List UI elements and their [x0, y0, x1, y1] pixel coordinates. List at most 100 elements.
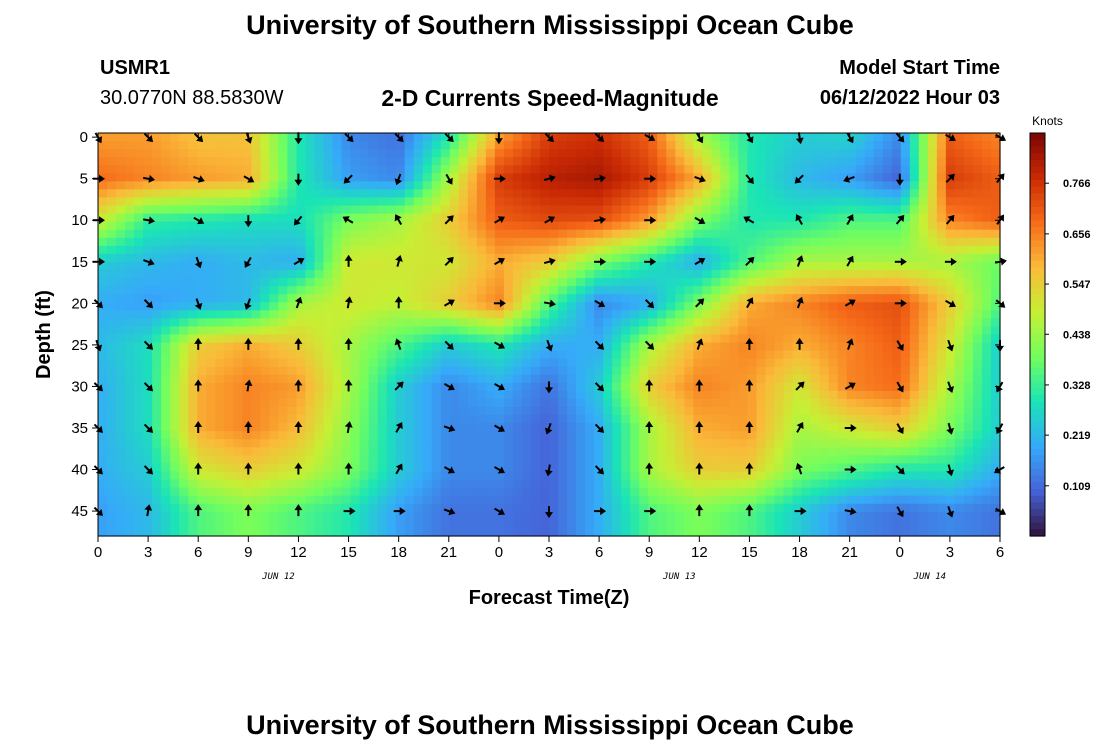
heatmap-cell [368, 407, 379, 416]
heatmap-cell [963, 237, 974, 247]
heatmap-cell [990, 503, 1001, 513]
heatmap-cell [350, 302, 361, 311]
heatmap-cell [927, 326, 938, 336]
heatmap-cell [621, 229, 631, 239]
heatmap-cell [702, 334, 712, 344]
heatmap-cell [792, 519, 803, 529]
heatmap-cell [314, 423, 325, 432]
heatmap-cell [810, 366, 821, 376]
heatmap-cell [377, 366, 388, 376]
heatmap-cell [576, 334, 586, 344]
heatmap-cell [413, 527, 424, 537]
heatmap-cell [170, 261, 180, 271]
heatmap-cell [972, 366, 983, 376]
heatmap-cell [458, 157, 469, 166]
heatmap-cell [530, 141, 541, 150]
heatmap-cell [549, 439, 559, 448]
heatmap-cell [900, 141, 911, 150]
heatmap-cell [395, 527, 406, 537]
heatmap-cell [233, 479, 243, 489]
heatmap-cell [963, 455, 974, 465]
heatmap-cell [260, 302, 270, 311]
heatmap-cell [774, 149, 785, 158]
heatmap-cell [855, 181, 866, 191]
heatmap-cell [413, 463, 424, 473]
heatmap-cell [377, 358, 388, 368]
heatmap-cell [648, 181, 658, 191]
heatmap-cell [530, 286, 541, 295]
heatmap-cell [675, 141, 685, 150]
heatmap-cell [143, 326, 153, 336]
heatmap-cell [837, 350, 848, 360]
heatmap-cell [945, 519, 956, 529]
heatmap-cell [404, 261, 415, 271]
heatmap-cell [603, 366, 613, 376]
heatmap-cell [170, 237, 180, 247]
heatmap-cell [990, 447, 1001, 456]
heatmap-cell [891, 229, 902, 239]
heatmap-cell [558, 398, 568, 408]
heatmap-cell [936, 463, 947, 473]
heatmap-cell [287, 374, 298, 384]
heatmap-cell [386, 261, 397, 271]
heatmap-cell [594, 278, 604, 287]
heatmap-cell [684, 310, 694, 319]
heatmap-cell [188, 286, 198, 295]
heatmap-cell [125, 503, 135, 513]
heatmap-cell [675, 487, 685, 497]
heatmap-cell [269, 173, 279, 182]
heatmap-cell [792, 511, 803, 521]
heatmap-cell [449, 189, 460, 199]
heatmap-cell [494, 431, 505, 440]
heatmap-cell [900, 350, 911, 360]
heatmap-cell [530, 479, 541, 489]
heatmap-cell [846, 237, 857, 247]
heatmap-cell [585, 511, 595, 521]
heatmap-cell [864, 390, 875, 400]
heatmap-cell [179, 270, 189, 279]
heatmap-cell [900, 431, 911, 440]
heatmap-cell [323, 149, 334, 158]
heatmap-cell [449, 511, 460, 521]
heatmap-cell [368, 286, 379, 295]
heatmap-cell [774, 237, 785, 247]
heatmap-cell [278, 527, 289, 537]
heatmap-cell [431, 149, 442, 158]
heatmap-cell [855, 149, 866, 158]
heatmap-cell [648, 487, 658, 497]
heatmap-cell [287, 527, 298, 537]
heatmap-cell [792, 382, 803, 392]
heatmap-cell [341, 519, 352, 529]
heatmap-cell [395, 245, 406, 255]
heatmap-cell [125, 519, 135, 529]
heatmap-cell [855, 165, 866, 174]
heatmap-cell [927, 133, 938, 142]
heatmap-cell [404, 350, 415, 360]
heatmap-cell [152, 318, 162, 328]
heatmap-cell [621, 286, 631, 295]
heatmap-cell [134, 342, 144, 352]
heatmap-cell [251, 237, 261, 247]
heatmap-cell [179, 165, 189, 174]
heatmap-cell [711, 229, 721, 239]
heatmap-cell [567, 229, 577, 239]
heatmap-cell [251, 133, 261, 142]
heatmap-cell [882, 455, 893, 465]
heatmap-cell [332, 463, 343, 473]
heatmap-cell [269, 431, 279, 440]
heatmap-cell [449, 157, 460, 166]
heatmap-cell [675, 407, 685, 416]
heatmap-cell [134, 189, 144, 199]
heatmap-cell [395, 350, 406, 360]
heatmap-cell [440, 398, 451, 408]
heatmap-cell [765, 310, 776, 319]
heatmap-cell [476, 439, 487, 448]
heatmap-cell [648, 415, 658, 424]
heatmap-cell [350, 253, 361, 263]
heatmap-cell [206, 157, 216, 166]
heatmap-cell [810, 471, 821, 481]
heatmap-cell [278, 439, 289, 448]
heatmap-cell [774, 294, 785, 303]
heatmap-cell [269, 463, 279, 473]
heatmap-cell [603, 471, 613, 481]
